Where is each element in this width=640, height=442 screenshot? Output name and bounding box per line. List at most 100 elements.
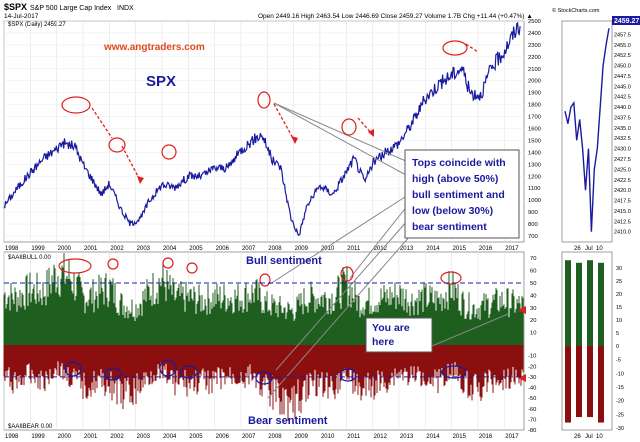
inset-bull-bar [565, 260, 571, 346]
x-tick-label-lower: 2005 [189, 434, 203, 440]
inset-y-tick: 2447.5 [614, 74, 631, 80]
bull-arrow-marker [518, 306, 526, 314]
x-tick-label: 2003 [137, 246, 151, 252]
circle-2011 [341, 118, 357, 136]
bear-sentiment-label: Bear sentiment [248, 415, 328, 427]
inset-price-line [564, 28, 610, 232]
circle-bear-2000 [64, 361, 82, 377]
x-tick-label-lower: 2004 [163, 434, 177, 440]
you-are-here-line-1: You are [372, 322, 410, 334]
y-tick-label-price: 1800 [528, 103, 541, 109]
inset-sent-tick: 0 [616, 344, 619, 350]
circle-bull-2011 [340, 266, 354, 282]
y-tick-label-price: 700 [528, 234, 538, 240]
x-tick-label: 2017 [505, 246, 519, 252]
inset-y-tick: 2412.5 [614, 219, 631, 225]
inset-x-label: 10 [596, 246, 603, 252]
inset-sent-tick: 15 [616, 305, 622, 311]
inset-y-tick: 2420.0 [614, 188, 631, 194]
y-tick-label-price: 2500 [528, 19, 541, 25]
x-tick-label-lower: 2013 [400, 434, 414, 440]
circle-bull-2004b [186, 262, 198, 274]
legend-bear: $AAIIBEAR 0.00 [8, 424, 53, 430]
bear-bars [3, 345, 524, 421]
inset-sentiment-frame [561, 251, 613, 431]
inset-sent-tick: -20 [616, 399, 624, 405]
inset-x-label-lower: Jul [585, 434, 593, 440]
circle-bear-2001 [104, 367, 122, 381]
x-tick-label: 2011 [347, 246, 361, 252]
tops-line-2: high (above 50%) [412, 173, 498, 185]
inset-y-tick: 2437.5 [614, 115, 631, 121]
you-are-here-box [365, 317, 433, 353]
x-tick-label: 2008 [268, 246, 282, 252]
inset-y-tick: 2410.0 [614, 230, 631, 236]
inset-bear-bar [587, 346, 593, 418]
legend-spx: $SPX (Daily) 2459.27 [8, 22, 66, 28]
tops-line-5: bear sentiment [412, 221, 487, 233]
circle-2001 [108, 137, 126, 153]
header-symbol: $SPX [4, 2, 27, 12]
header-date: 14-Jul-2017 [4, 13, 39, 20]
inset-sent-tick: 10 [616, 318, 622, 324]
y-tick-label-bear: -60 [528, 407, 536, 413]
you-are-here-line-2: here [372, 336, 394, 348]
inset-series [564, 28, 610, 423]
y-tick-label-bear: -40 [528, 386, 536, 392]
legend-bull: $AAIIBULL 0.00 [8, 255, 51, 261]
tops-line-3: bull sentiment and [412, 189, 505, 201]
y-tick-label-bull: 40 [530, 293, 536, 299]
y-tick-label-bear: -80 [528, 428, 536, 434]
inset-y-tick: 2415.0 [614, 209, 631, 215]
circle-bear-2007 [255, 371, 273, 385]
y-tick-label-price: 800 [528, 222, 538, 228]
price-badge: 2459.27 [614, 18, 639, 25]
circle-2015 [442, 40, 468, 56]
inset-x-label: Jul [585, 246, 593, 252]
x-tick-label: 2013 [400, 246, 414, 252]
x-tick-label-lower: 2003 [137, 434, 151, 440]
x-tick-label-lower: 1999 [31, 434, 45, 440]
header-exchange: INDX [117, 5, 134, 12]
x-tick-label: 2010 [321, 246, 335, 252]
inset-bull-bar [576, 262, 582, 346]
inset-sent-tick: -5 [616, 358, 621, 364]
y-tick-label-price: 1300 [528, 162, 541, 168]
circle-bull-2015 [440, 271, 462, 285]
inset-sent-tick: 25 [616, 279, 622, 285]
x-tick-label-lower: 2006 [216, 434, 230, 440]
y-tick-label-price: 2000 [528, 79, 541, 85]
inset-bull-bar [598, 262, 604, 346]
x-tick-label-lower: 2010 [321, 434, 335, 440]
circle-bear-2004a [159, 359, 177, 377]
y-tick-label-price: 1700 [528, 115, 541, 121]
inset-y-tick: 2422.5 [614, 178, 631, 184]
circle-bear-2015 [441, 365, 467, 379]
x-tick-label: 2015 [453, 246, 467, 252]
bull-sentiment-label: Bull sentiment [246, 255, 322, 267]
inset-y-tick: 2425.0 [614, 167, 631, 173]
x-tick-label: 2012 [374, 246, 388, 252]
top-circles [58, 40, 468, 287]
circle-2004 [161, 144, 177, 160]
y-tick-label-bear: -20 [528, 364, 536, 370]
x-tick-label-lower: 2009 [295, 434, 309, 440]
circle-bull-2004a [162, 257, 174, 269]
inset-y-tick: 2450.0 [614, 64, 631, 70]
x-tick-label-lower: 2007 [242, 434, 256, 440]
x-tick-label: 2016 [479, 246, 493, 252]
x-tick-label: 2014 [426, 246, 440, 252]
inset-x-label: 26 [574, 246, 581, 252]
x-tick-label: 1999 [31, 246, 45, 252]
website-label: www.angtraders.com [103, 42, 205, 53]
y-tick-label-bear: -70 [528, 417, 536, 423]
tops-callout-box [404, 149, 520, 239]
circle-2000-top [61, 96, 91, 114]
inset-sent-tick: 5 [616, 331, 619, 337]
x-tick-label-lower: 2016 [479, 434, 493, 440]
inset-y-tick: 2417.5 [614, 199, 631, 205]
tops-line-4: low (below 30%) [412, 205, 493, 217]
inset-bear-bar [598, 346, 604, 423]
circle-bear-2011 [339, 368, 357, 382]
